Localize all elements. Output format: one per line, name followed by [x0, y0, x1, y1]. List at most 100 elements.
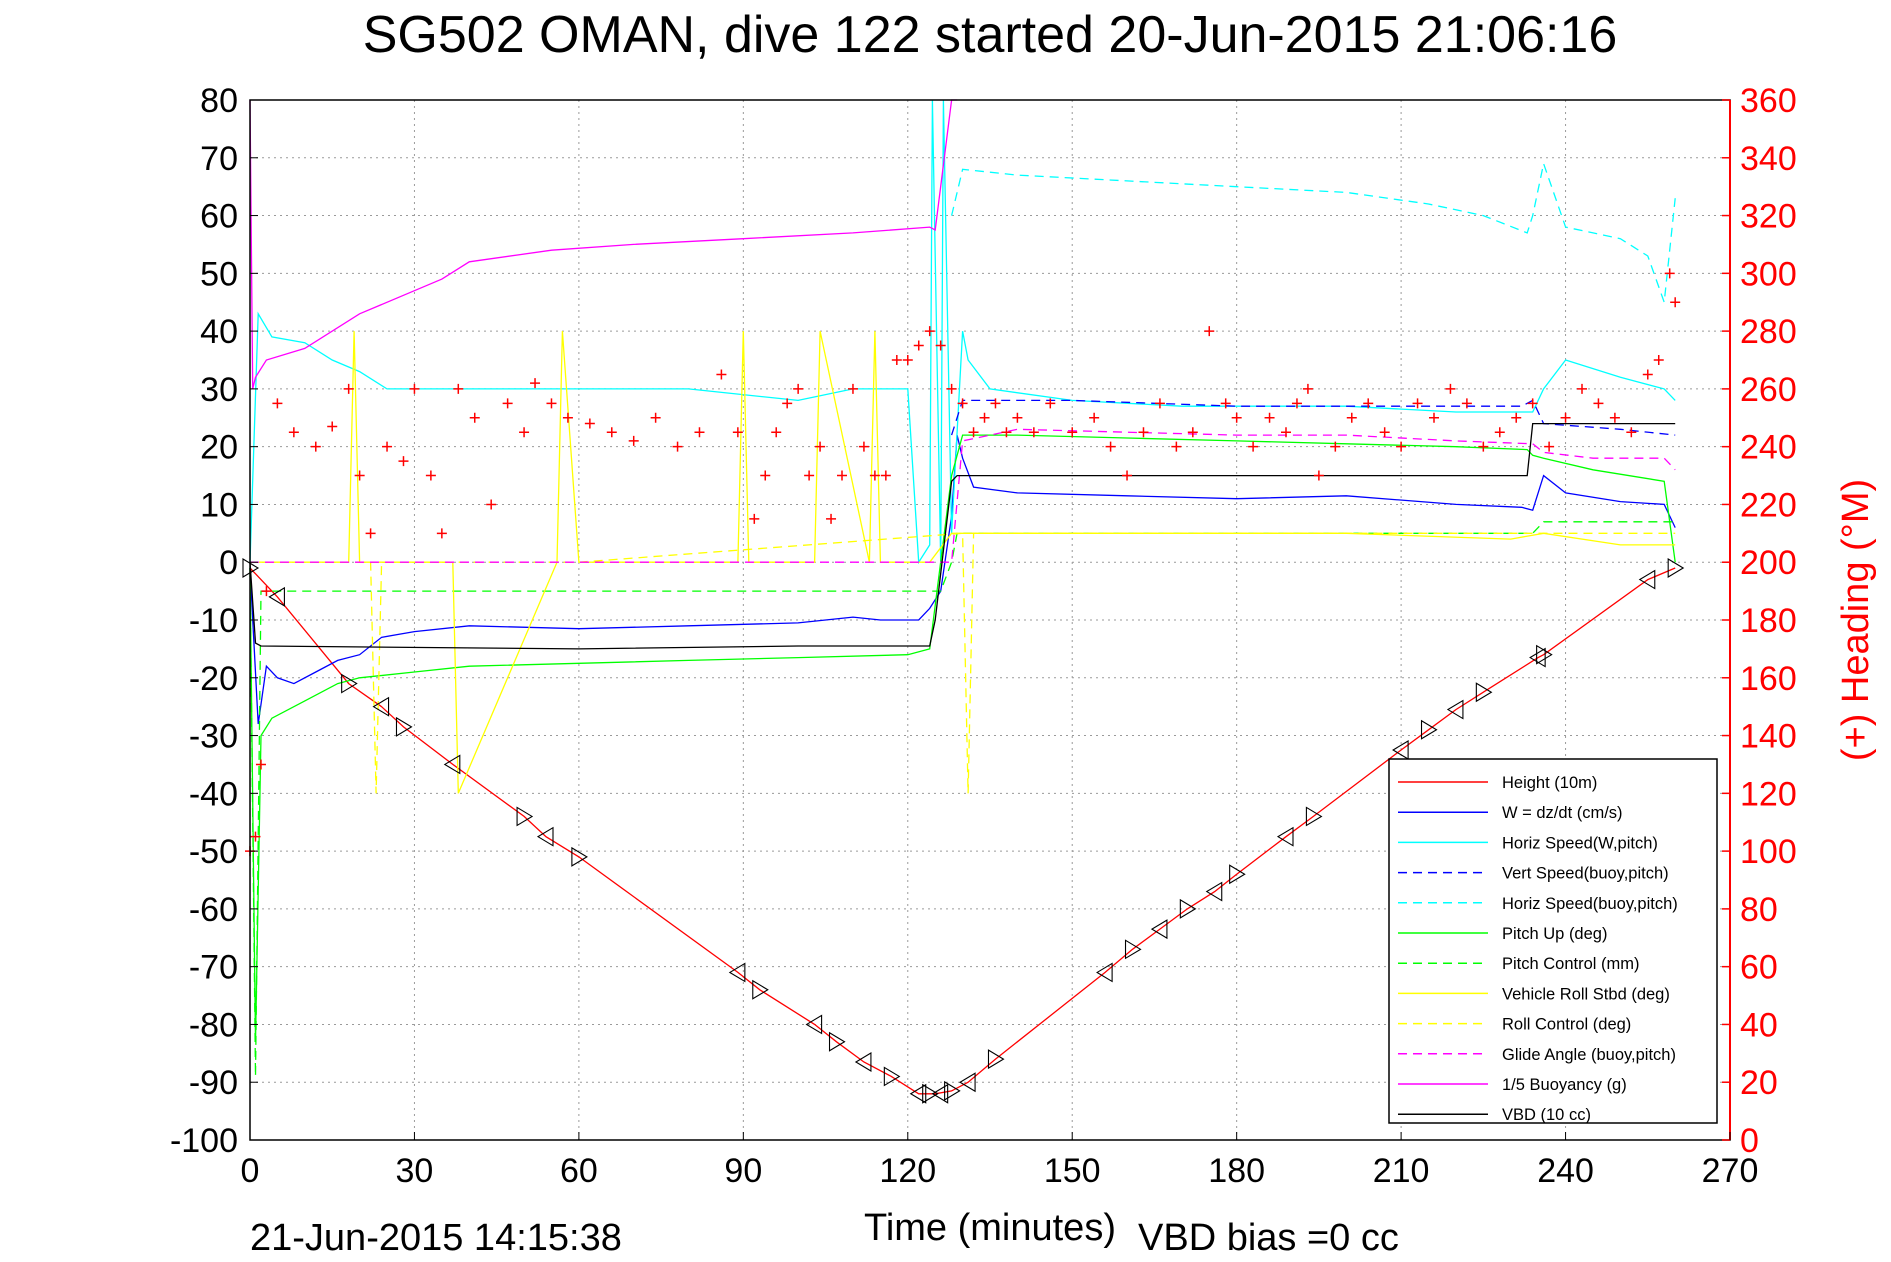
heading-point: [847, 383, 858, 394]
legend-items: Height (10m) W = dz/dt (cm/s) Horiz Speed(…: [1398, 774, 1678, 1124]
y-tick-label: 20: [200, 429, 238, 467]
heading-point: [1626, 427, 1637, 438]
heading-point: [760, 470, 771, 481]
heading-point: [1012, 412, 1023, 423]
bottom-axis-ticks: 0 30 60 90 120 150 180 210 240 270: [241, 1132, 1759, 1190]
heading-point: [1122, 470, 1133, 481]
y2-tick-label: 100: [1740, 833, 1797, 871]
heading-point: [672, 441, 683, 452]
heading-point: [584, 418, 595, 429]
heading-point: [1313, 470, 1324, 481]
height-marker-triangle: [909, 1083, 927, 1104]
y-tick-label: -20: [189, 660, 238, 698]
height-marker-triangle: [1150, 919, 1168, 940]
heading-point: [425, 470, 436, 481]
height-marker-triangle: [1205, 881, 1223, 902]
left-axis-ticks: 80 70 60 50 40 30 20 10 0 -10 -20 -30 -40 -50 -60 -70 -8…: [170, 82, 258, 1160]
height-marker-triangle: [805, 1014, 823, 1035]
y-tick-label: -80: [189, 1006, 238, 1044]
chart-title: SG502 OMAN, dive 122 started 20-Jun-2015…: [363, 6, 1618, 64]
y2-tick-label: 180: [1740, 602, 1797, 640]
height-marker-triangle: [944, 1080, 961, 1101]
heading-point: [1412, 398, 1423, 409]
height-marker-triangle: [922, 1083, 939, 1104]
height-marker-triangle: [728, 962, 746, 983]
height-marker-triangle: [443, 754, 461, 775]
heading-point: [880, 470, 891, 481]
y2-tick-label: 340: [1740, 140, 1797, 178]
heading-point: [519, 427, 530, 438]
heading-point: [749, 513, 760, 524]
heading-point: [1204, 326, 1215, 337]
heading-markers: [245, 268, 1681, 857]
heading-point: [1067, 427, 1078, 438]
legend-item: Roll Control (deg): [1398, 1016, 1631, 1034]
heading-point: [990, 398, 1001, 409]
legend-label: Glide Angle (buoy,pitch): [1502, 1046, 1676, 1064]
heading-point: [1171, 441, 1182, 452]
y2-tick-label: 220: [1740, 486, 1797, 524]
series-pitch-up-deg: [249, 434, 1676, 1042]
heading-point: [250, 831, 261, 842]
heading-point: [793, 383, 804, 394]
heading-point: [398, 456, 409, 467]
heading-point: [1028, 427, 1039, 438]
y-tick-label: 10: [200, 486, 238, 524]
heading-point: [1429, 412, 1439, 423]
legend-item: Glide Angle (buoy,pitch): [1398, 1046, 1676, 1064]
y-tick-label: -90: [189, 1064, 238, 1102]
heading-point: [1220, 398, 1231, 409]
heading-point: [891, 355, 902, 365]
legend-item: Horiz Speed(buoy,pitch): [1398, 895, 1678, 913]
heading-point: [469, 412, 480, 423]
y-tick-label: 0: [219, 544, 238, 582]
legend-item: 1/5 Buoyancy (g): [1398, 1076, 1627, 1094]
x-tick-label: 210: [1373, 1152, 1430, 1190]
series-vert-speed-buoy-pitch: [950, 399, 1676, 436]
height-marker-triangle: [828, 1031, 846, 1052]
heading-point: [1664, 268, 1675, 279]
x-tick-label: 270: [1702, 1152, 1759, 1190]
y2-tick-label: 0: [1740, 1122, 1759, 1160]
height-marker-triangle: [1305, 806, 1323, 827]
y-tick-label: 70: [200, 140, 238, 178]
heading-point: [453, 383, 464, 394]
heading-point: [1346, 412, 1357, 423]
height-marker-triangle: [1392, 740, 1409, 760]
heading-point: [1291, 398, 1302, 409]
legend-label: Horiz Speed(W,pitch): [1502, 834, 1658, 852]
y-tick-label: 60: [200, 198, 238, 236]
heading-point: [815, 441, 826, 452]
heading-point: [502, 398, 513, 409]
height-marker-triangle: [1179, 898, 1197, 919]
height-marker-triangle: [1420, 719, 1438, 740]
legend-box: [1388, 758, 1718, 1124]
y2-tick-label: 40: [1740, 1006, 1778, 1044]
heading-point: [1642, 369, 1653, 380]
x-tick-label: 180: [1208, 1152, 1265, 1190]
height-marker-triangle: [959, 1072, 976, 1093]
height-marker-triangle: [854, 1052, 872, 1072]
heading-point: [1653, 355, 1664, 365]
heading-point: [1264, 412, 1275, 423]
heading-point: [716, 369, 727, 380]
y-tick-label: -60: [189, 891, 238, 929]
heading-point: [1609, 412, 1620, 423]
y2-tick-label: 260: [1740, 371, 1797, 409]
heading-point: [1363, 398, 1374, 409]
legend-item: Pitch Up (deg): [1398, 925, 1607, 943]
y2-tick-label: 160: [1740, 660, 1797, 698]
legend-label: W = dz/dt (cm/s): [1502, 804, 1623, 822]
height-marker-triangle: [1475, 682, 1493, 703]
heading-point: [1445, 383, 1456, 394]
heading-point: [1138, 427, 1149, 438]
heading-point: [837, 470, 847, 481]
heading-point: [650, 412, 661, 423]
y2-tick-label: 20: [1740, 1064, 1778, 1102]
heading-point: [436, 528, 447, 539]
heading-point: [913, 340, 924, 351]
heading-point: [255, 759, 266, 770]
legend-item: Vehicle Roll Stbd (deg): [1398, 985, 1670, 1003]
series-pitch-control-mm: [249, 521, 1676, 1077]
legend-item: W = dz/dt (cm/s): [1398, 804, 1623, 822]
